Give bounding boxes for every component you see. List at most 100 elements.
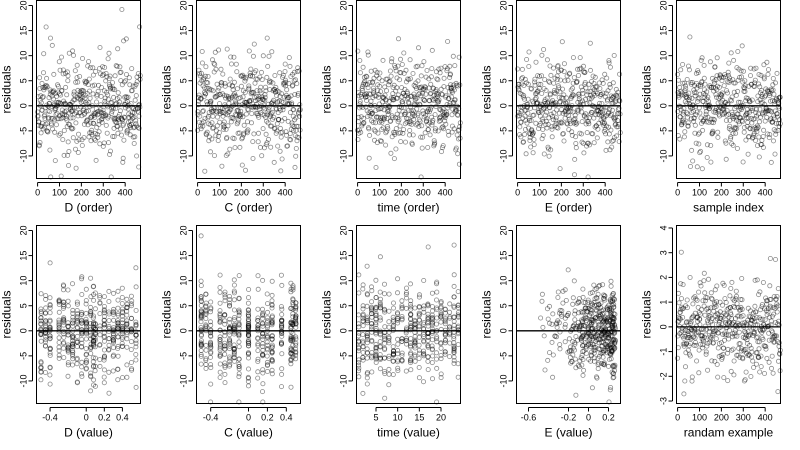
data-point bbox=[49, 122, 55, 128]
data-point bbox=[213, 128, 219, 134]
data-point bbox=[65, 152, 71, 158]
data-point bbox=[240, 94, 246, 100]
data-point bbox=[245, 107, 251, 113]
data-point bbox=[91, 136, 97, 142]
data-point bbox=[275, 143, 281, 149]
data-point bbox=[43, 305, 49, 311]
data-point bbox=[116, 102, 122, 108]
data-point bbox=[267, 87, 273, 93]
data-point bbox=[101, 88, 107, 94]
data-point bbox=[115, 297, 121, 303]
data-point bbox=[127, 123, 133, 129]
data-point bbox=[272, 87, 278, 93]
data-point bbox=[539, 52, 545, 58]
data-point bbox=[97, 141, 103, 147]
data-point bbox=[365, 85, 371, 91]
data-point bbox=[198, 233, 204, 239]
data-point bbox=[291, 78, 297, 84]
data-point bbox=[93, 157, 99, 163]
data-point bbox=[76, 131, 82, 137]
data-point bbox=[255, 315, 261, 321]
data-point bbox=[66, 110, 72, 116]
y-tick-label: -10 bbox=[499, 149, 509, 162]
data-point bbox=[255, 273, 261, 279]
data-point bbox=[731, 372, 737, 378]
data-point bbox=[364, 98, 370, 104]
data-point bbox=[584, 130, 590, 136]
x-tick-label: 400 bbox=[278, 188, 293, 198]
data-point bbox=[75, 87, 81, 93]
data-point bbox=[266, 53, 272, 59]
data-point bbox=[236, 339, 242, 345]
data-point bbox=[235, 130, 241, 136]
data-point bbox=[358, 91, 364, 97]
y-tick-label: 0 bbox=[499, 103, 509, 108]
data-point bbox=[530, 150, 536, 156]
y-tick-label: -5 bbox=[179, 352, 189, 360]
data-point bbox=[90, 72, 96, 78]
data-point bbox=[115, 90, 121, 96]
data-point bbox=[764, 59, 770, 65]
data-point bbox=[416, 350, 422, 356]
data-point bbox=[714, 55, 720, 61]
data-point bbox=[379, 119, 385, 125]
data-point bbox=[549, 339, 555, 345]
data-point bbox=[280, 100, 286, 106]
data-point bbox=[386, 366, 392, 372]
data-point bbox=[97, 363, 103, 369]
x-tick-label: 100 bbox=[692, 413, 707, 423]
data-point bbox=[253, 104, 259, 110]
data-point bbox=[132, 124, 138, 130]
data-point bbox=[72, 97, 78, 103]
points-c-value bbox=[198, 233, 299, 405]
data-point bbox=[208, 299, 214, 305]
x-tick-label: 400 bbox=[438, 188, 453, 198]
data-point bbox=[281, 82, 287, 88]
data-point bbox=[112, 87, 118, 93]
data-point bbox=[255, 369, 261, 375]
data-point bbox=[60, 137, 66, 143]
data-point bbox=[282, 116, 288, 122]
data-point bbox=[562, 321, 568, 327]
data-point bbox=[680, 62, 686, 68]
data-point bbox=[450, 53, 456, 59]
data-point bbox=[206, 110, 212, 116]
x-tick-label: 0 bbox=[195, 188, 200, 198]
data-point bbox=[559, 39, 565, 45]
data-point bbox=[222, 371, 228, 377]
data-point bbox=[247, 99, 253, 105]
y-tick-label: 15 bbox=[19, 251, 29, 261]
data-point bbox=[360, 306, 366, 312]
data-point bbox=[254, 88, 260, 94]
data-point bbox=[245, 366, 251, 372]
data-point bbox=[106, 336, 112, 342]
x-tick-label: 0 bbox=[35, 188, 40, 198]
data-point bbox=[690, 158, 696, 164]
data-point bbox=[48, 174, 54, 180]
data-point bbox=[133, 81, 139, 87]
data-point bbox=[118, 126, 124, 132]
data-point bbox=[262, 92, 268, 98]
data-point bbox=[263, 131, 269, 137]
data-point bbox=[739, 43, 745, 49]
data-point bbox=[235, 107, 241, 113]
data-point bbox=[557, 346, 563, 352]
data-point bbox=[248, 66, 254, 72]
data-point bbox=[114, 96, 120, 102]
data-point bbox=[248, 120, 254, 126]
data-point bbox=[119, 82, 125, 88]
data-point bbox=[278, 107, 284, 113]
data-point bbox=[98, 102, 104, 108]
data-point bbox=[207, 354, 213, 360]
data-point bbox=[201, 89, 207, 95]
data-point bbox=[230, 115, 236, 121]
data-point bbox=[77, 92, 83, 98]
data-point bbox=[255, 130, 261, 136]
data-point bbox=[237, 130, 243, 136]
data-point bbox=[767, 283, 773, 289]
data-point bbox=[278, 384, 284, 390]
plot-frame bbox=[196, 225, 301, 404]
data-point bbox=[73, 165, 79, 171]
data-point bbox=[279, 371, 285, 377]
data-point bbox=[126, 111, 132, 117]
